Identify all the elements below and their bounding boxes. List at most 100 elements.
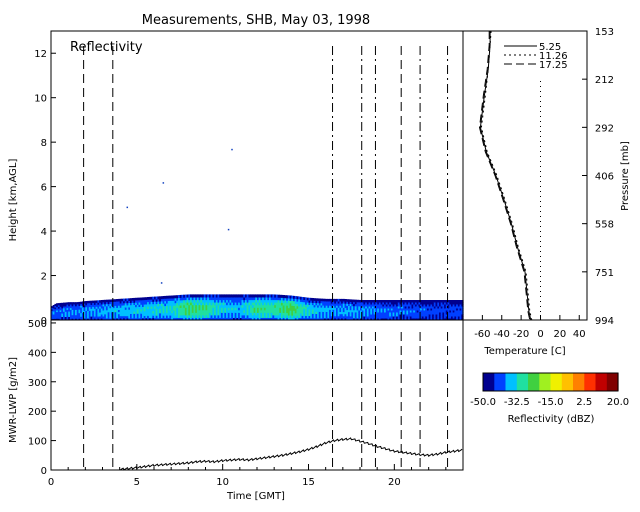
reflectivity-cell <box>190 299 193 303</box>
reflectivity-cell <box>451 304 454 307</box>
reflectivity-cell <box>368 300 371 303</box>
reflectivity-cell <box>208 317 212 321</box>
reflectivity-cell <box>452 306 455 309</box>
reflectivity-cell <box>181 299 184 303</box>
reflectivity-cell <box>111 311 114 315</box>
reflectivity-cell <box>318 313 322 317</box>
reflectivity-cell <box>420 314 423 317</box>
reflectivity-cell <box>260 297 263 301</box>
reflectivity-cell <box>116 307 119 310</box>
reflectivity-cell <box>346 315 349 319</box>
reflectivity-cell <box>131 313 134 317</box>
reflectivity-cell <box>337 313 340 317</box>
reflectivity-cell <box>423 316 426 319</box>
reflectivity-cell <box>363 312 366 315</box>
reflectivity-cell <box>255 304 258 308</box>
reflectivity-cell <box>348 305 351 309</box>
reflectivity-cell <box>457 312 461 315</box>
colorbar-swatch <box>550 373 563 391</box>
reflectivity-cell <box>154 308 157 312</box>
reflectivity-cell <box>365 302 368 305</box>
reflectivity-cell <box>231 297 234 301</box>
reflectivity-cell <box>437 304 440 307</box>
reflectivity-cell <box>320 298 323 302</box>
reflectivity-cell <box>346 317 349 321</box>
reflectivity-cell <box>111 299 114 302</box>
reflectivity-cell <box>184 299 188 303</box>
reflectivity-cell <box>234 314 237 318</box>
reflectivity-cell <box>461 308 464 311</box>
reflectivity-cell <box>267 302 270 306</box>
reflectivity-cell <box>457 302 461 305</box>
reflectivity-cell <box>445 314 449 317</box>
reflectivity-cell <box>226 302 229 306</box>
reflectivity-cell <box>105 318 109 321</box>
reflectivity-cell <box>342 309 346 313</box>
reflectivity-cell <box>104 303 107 307</box>
reflectivity-cell <box>255 294 258 298</box>
reflectivity-cell <box>76 314 80 317</box>
reflectivity-cell <box>382 304 385 307</box>
reflectivity-cell <box>406 316 409 319</box>
reflectivity-cell <box>109 303 112 307</box>
reflectivity-cell <box>174 300 177 304</box>
reflectivity-cell <box>171 302 174 306</box>
reflectivity-cell <box>433 318 437 321</box>
reflectivity-cell <box>269 294 272 298</box>
reflectivity-cell <box>226 299 229 303</box>
reflectivity-cell <box>305 317 308 321</box>
reflectivity-cell <box>423 306 426 309</box>
reflectivity-cell <box>227 312 231 316</box>
reflectivity-cell <box>428 314 431 317</box>
reflectivity-cell <box>245 299 248 303</box>
reflectivity-cell <box>59 311 62 314</box>
reflectivity-cell <box>353 301 356 305</box>
reflectivity-cell <box>322 305 325 308</box>
reflectivity-cell <box>233 297 236 301</box>
reflectivity-cell <box>348 307 351 311</box>
reflectivity-cell <box>404 316 407 319</box>
reflectivity-cell <box>358 312 361 315</box>
reflectivity-cell <box>63 314 66 317</box>
reflectivity-cell <box>143 301 146 305</box>
reflectivity-cell <box>193 304 196 308</box>
reflectivity-cell <box>293 312 296 316</box>
figure-title: Measurements, SHB, May 03, 1998 <box>142 13 370 28</box>
reflectivity-cell <box>224 307 227 311</box>
reflectivity-cell <box>320 313 323 317</box>
reflectivity-cell <box>461 304 464 307</box>
reflectivity-cell <box>124 307 128 310</box>
reflectivity-cell <box>157 301 160 304</box>
reflectivity-cell <box>234 299 237 303</box>
reflectivity-cell <box>255 317 258 321</box>
reflectivity-cell <box>274 312 277 316</box>
reflectivity-cell <box>51 313 54 315</box>
reflectivity-cell <box>217 299 220 303</box>
reflectivity-cell <box>385 312 389 315</box>
reflectivity-cell <box>327 298 330 302</box>
pressure-tick-label: 994 <box>595 316 614 327</box>
reflectivity-cell <box>408 314 411 317</box>
reflectivity-cell <box>387 300 390 303</box>
reflectivity-cell <box>269 314 272 318</box>
reflectivity-cell <box>303 315 306 319</box>
reflectivity-cell <box>71 307 74 310</box>
reflectivity-cell <box>368 308 371 311</box>
reflectivity-cell <box>330 311 334 315</box>
reflectivity-cell <box>63 309 66 312</box>
reflectivity-cell <box>428 304 431 307</box>
reflectivity-cell <box>435 304 438 307</box>
reflectivity-y-tick-label: 10 <box>34 94 47 105</box>
reflectivity-cell <box>267 304 270 308</box>
reflectivity-cell <box>349 309 352 313</box>
reflectivity-cell <box>126 302 129 306</box>
reflectivity-cell <box>202 314 205 318</box>
reflectivity-cell <box>238 317 241 321</box>
reflectivity-cell <box>413 304 416 307</box>
reflectivity-cell <box>102 303 105 307</box>
reflectivity-cell <box>140 317 143 321</box>
reflectivity-cell <box>245 307 248 311</box>
reflectivity-cell <box>409 300 413 303</box>
reflectivity-cell <box>435 318 438 321</box>
reflectivity-cell <box>440 310 443 313</box>
